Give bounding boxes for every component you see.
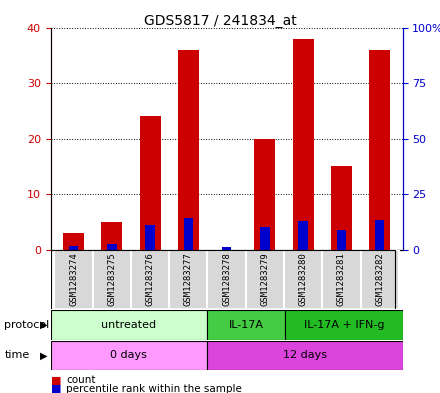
Text: time: time [4, 351, 29, 360]
Bar [285, 310, 403, 340]
Bar [331, 166, 352, 250]
Bar [260, 227, 270, 250]
Text: GSM1283275: GSM1283275 [107, 252, 116, 306]
Text: GSM1283277: GSM1283277 [184, 252, 193, 306]
Text: GSM1283281: GSM1283281 [337, 252, 346, 306]
Text: GSM1283276: GSM1283276 [146, 252, 154, 306]
Text: 12 days: 12 days [283, 351, 327, 360]
Bar [169, 250, 208, 309]
Bar [337, 230, 346, 250]
Bar [51, 310, 207, 340]
Bar [183, 219, 193, 250]
Bar [69, 246, 78, 250]
Text: GSM1283279: GSM1283279 [260, 252, 269, 306]
Bar [322, 250, 360, 309]
Text: ▶: ▶ [40, 320, 48, 330]
Text: IL-17A: IL-17A [229, 320, 264, 330]
Bar [63, 233, 84, 250]
Bar [207, 310, 285, 340]
Text: percentile rank within the sample: percentile rank within the sample [66, 384, 242, 393]
Bar [101, 222, 122, 250]
Text: ■: ■ [51, 384, 61, 393]
Text: GDS5817 / 241834_at: GDS5817 / 241834_at [143, 14, 297, 28]
Bar [55, 250, 93, 309]
Bar [360, 250, 399, 309]
Text: GSM1283278: GSM1283278 [222, 252, 231, 306]
Text: ▶: ▶ [40, 351, 48, 360]
Bar [369, 50, 390, 250]
Text: count: count [66, 375, 95, 386]
Bar [178, 50, 199, 250]
Text: GSM1283280: GSM1283280 [299, 252, 308, 306]
Bar [284, 250, 322, 309]
Bar [208, 250, 246, 309]
Bar [222, 247, 231, 250]
Text: untreated: untreated [101, 320, 156, 330]
Bar [298, 221, 308, 250]
Bar [139, 116, 161, 250]
Bar [375, 220, 385, 250]
Text: GSM1283282: GSM1283282 [375, 252, 384, 306]
Text: 0 days: 0 days [110, 351, 147, 360]
Bar [107, 244, 117, 250]
Bar [145, 225, 155, 250]
Bar [131, 250, 169, 309]
Text: IL-17A + IFN-g: IL-17A + IFN-g [304, 320, 384, 330]
Bar [93, 250, 131, 309]
Bar [246, 250, 284, 309]
Text: GSM1283274: GSM1283274 [69, 252, 78, 306]
Bar [254, 139, 275, 250]
Bar [51, 341, 207, 370]
Bar [207, 341, 403, 370]
Text: ■: ■ [51, 375, 61, 386]
Text: protocol: protocol [4, 320, 50, 330]
Bar [293, 39, 314, 250]
